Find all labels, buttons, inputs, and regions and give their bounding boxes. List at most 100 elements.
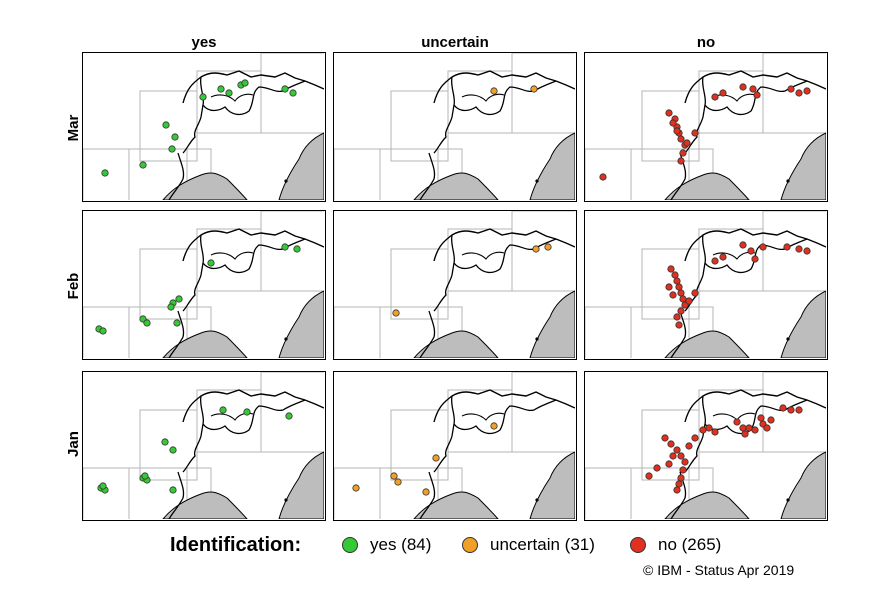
- observation-point: [175, 295, 183, 303]
- map-border: [712, 412, 756, 421]
- observation-point: [751, 255, 759, 263]
- observation-point: [683, 139, 691, 147]
- map-svg: [83, 53, 324, 200]
- legend: Identification: yes (84) uncertain (31) …: [0, 532, 886, 562]
- map-svg: [334, 211, 575, 358]
- map-grid-cell: [698, 70, 764, 134]
- map-sea: [529, 451, 575, 519]
- observation-point: [733, 418, 741, 426]
- map-sea: [664, 491, 750, 519]
- legend-key-uncertain: [462, 537, 478, 553]
- observation-point: [394, 478, 402, 486]
- map-sea: [529, 290, 575, 358]
- observation-point: [675, 480, 683, 488]
- map-island: [786, 337, 790, 341]
- observation-point: [669, 291, 677, 299]
- observation-point: [677, 289, 685, 297]
- observation-point: [691, 129, 699, 137]
- observation-point: [352, 484, 360, 492]
- observation-point: [679, 295, 687, 303]
- observation-point: [759, 243, 767, 251]
- observation-point: [749, 85, 757, 93]
- observation-point: [699, 426, 707, 434]
- observation-point: [691, 289, 699, 297]
- column-title-no: no: [696, 34, 716, 51]
- map-border: [182, 389, 324, 423]
- map-grid-cell: [390, 90, 449, 162]
- legend-label-uncertain: uncertain (31): [490, 535, 595, 554]
- map-svg: [83, 211, 324, 358]
- observation-point: [281, 243, 289, 251]
- observation-point: [532, 245, 540, 253]
- map-border: [433, 228, 575, 262]
- map-border: [461, 93, 505, 102]
- map-border: [182, 228, 324, 262]
- map-island: [786, 179, 790, 183]
- observation-point: [803, 87, 811, 95]
- map-grid-cell: [196, 70, 262, 134]
- observation-point: [787, 85, 795, 93]
- map-sea: [413, 172, 499, 200]
- map-grid-cell: [334, 148, 381, 200]
- observation-point: [199, 93, 207, 101]
- observation-point: [673, 313, 681, 321]
- map-grid-cell: [762, 53, 826, 134]
- observation-point: [225, 89, 233, 97]
- observation-point: [141, 472, 149, 480]
- observation-point: [757, 414, 765, 422]
- observation-point: [767, 416, 775, 424]
- column-title-yes: yes: [191, 34, 217, 51]
- observation-point: [645, 472, 653, 480]
- map-sea: [780, 290, 826, 358]
- map-border: [433, 389, 575, 423]
- legend-label-no: no (265): [658, 535, 722, 554]
- observation-point: [162, 121, 170, 129]
- observation-point: [422, 488, 430, 496]
- map-panel-mar-no: [584, 52, 828, 202]
- map-grid-cell: [698, 389, 764, 453]
- observation-point: [544, 243, 552, 251]
- observation-point: [530, 85, 538, 93]
- legend-key-yes: [342, 537, 358, 553]
- map-coastline: [419, 471, 436, 519]
- map-grid-cell: [511, 372, 575, 453]
- map-grid-cell: [447, 389, 513, 453]
- observation-point: [671, 271, 679, 279]
- observation-point: [783, 243, 791, 251]
- map-panel-jan-no: [584, 371, 828, 521]
- map-panel-feb-no: [584, 210, 828, 360]
- map-grid-cell: [447, 70, 513, 134]
- map-island: [284, 179, 288, 183]
- map-coastline: [168, 310, 185, 358]
- observation-point: [171, 133, 179, 141]
- observation-point: [167, 303, 175, 311]
- map-grid-cell: [196, 228, 262, 292]
- observation-point: [739, 424, 747, 432]
- map-grid-cell: [641, 90, 700, 162]
- map-sea: [413, 330, 499, 358]
- observation-point: [653, 464, 661, 472]
- map-grid-cell: [585, 467, 632, 519]
- observation-point: [101, 169, 109, 177]
- observation-point: [599, 173, 607, 181]
- observation-point: [677, 307, 685, 315]
- observation-point: [285, 412, 293, 420]
- observation-point: [169, 446, 177, 454]
- observation-point: [392, 309, 400, 317]
- map-grid-cell: [260, 53, 324, 134]
- observation-point: [745, 424, 753, 432]
- observation-point: [719, 89, 727, 97]
- observation-point: [675, 283, 683, 291]
- observation-point: [787, 406, 795, 414]
- observation-point: [143, 319, 151, 327]
- observation-point: [803, 247, 811, 255]
- observation-point: [741, 430, 749, 438]
- observation-point: [705, 424, 713, 432]
- map-border: [684, 228, 826, 262]
- legend-item-uncertain: uncertain (31): [462, 535, 595, 555]
- observation-point: [685, 442, 693, 450]
- observation-point: [711, 93, 719, 101]
- map-panel-feb-uncertain: [333, 210, 577, 360]
- map-svg: [334, 53, 575, 200]
- map-sea: [664, 330, 750, 358]
